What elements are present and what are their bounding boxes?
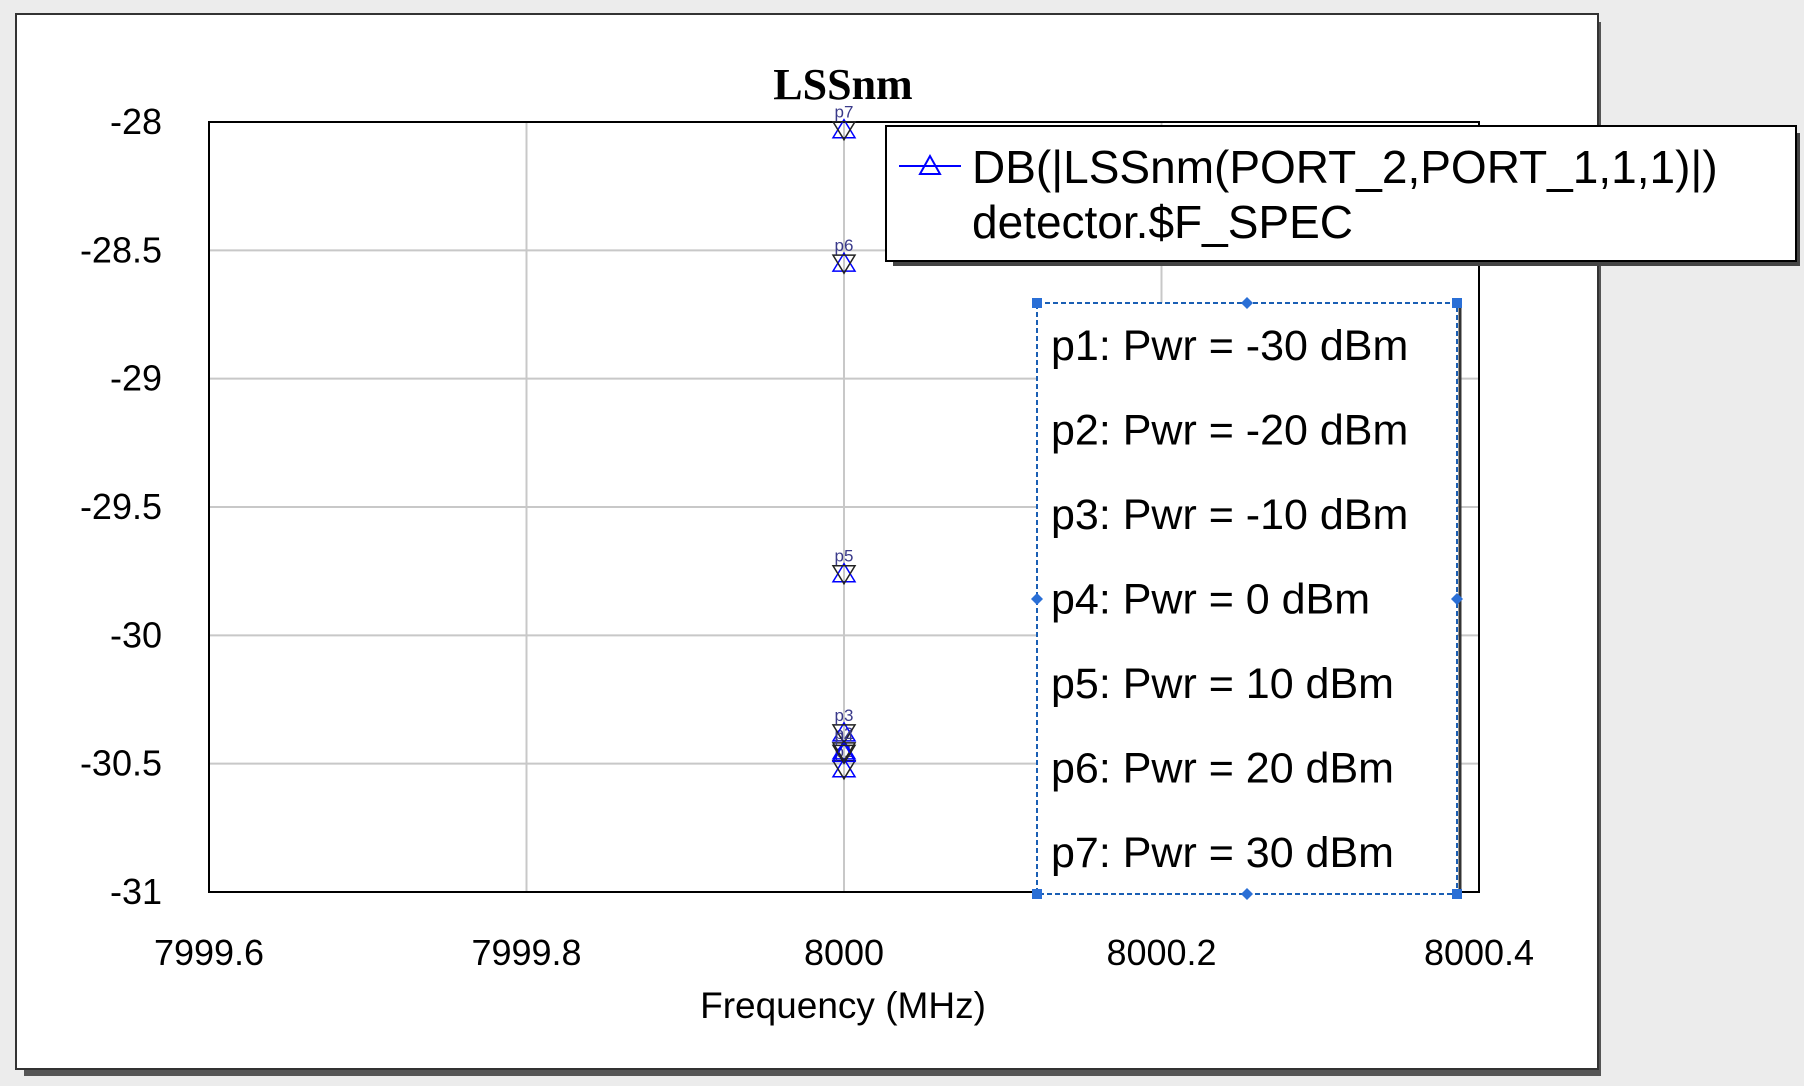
y-tick-label: -29	[110, 358, 162, 399]
legend-triangle-icon	[918, 153, 942, 175]
legend[interactable]: DB(|LSSnm(PORT_2,PORT_1,1,1)|) detector.…	[885, 125, 1800, 266]
marker-down-triangle	[831, 120, 857, 142]
x-tick-label: 7999.6	[154, 932, 264, 973]
x-axis-ticks: 7999.6 7999.8 8000 8000.2 8000.4	[154, 932, 1534, 973]
legend-series-name: DB(|LSSnm(PORT_2,PORT_1,1,1)|)	[972, 141, 1718, 193]
marker-down-triangle	[831, 254, 857, 275]
annotation-line: p5: Pwr = 10 dBm	[1051, 660, 1394, 708]
data-point-up-triangle	[831, 562, 857, 583]
marker-down-triangle	[831, 724, 857, 745]
data-point-up-triangle	[831, 741, 857, 763]
x-tick-label: 8000.4	[1424, 932, 1534, 973]
marker-annotation-box[interactable]: p1: Pwr = -30 dBm p2: Pwr = -20 dBm p3: Pw…	[1031, 297, 1463, 900]
marker-label: p6	[835, 236, 854, 255]
x-tick-label: 8000.2	[1106, 932, 1216, 973]
annotation-line: p6: Pwr = 20 dBm	[1051, 745, 1394, 793]
legend-series-name-line2: detector.$F_SPEC	[972, 196, 1353, 248]
marker-down-triangle	[831, 744, 857, 765]
x-tick-label: 8000	[804, 932, 884, 973]
annotation-line: p7: Pwr = 30 dBm	[1051, 829, 1394, 877]
data-point-up-triangle	[831, 721, 857, 742]
handle-right-mid[interactable]	[1451, 593, 1463, 605]
y-axis-ticks: -28 -28.5 -29 -29.5 -30 -30.5 -31	[80, 101, 162, 912]
x-axis-title: Frequency (MHz)	[700, 985, 986, 1026]
annotation-line: p3: Pwr = -10 dBm	[1051, 491, 1408, 539]
annotation-line: p4: Pwr = 0 dBm	[1051, 576, 1370, 624]
selection-handles	[1031, 297, 1463, 900]
annotation-line: p1: Pwr = -30 dBm	[1051, 322, 1408, 370]
marker-label: p2	[835, 724, 854, 743]
y-tick-label: -29.5	[80, 486, 162, 527]
marker-label: p5	[835, 547, 854, 566]
data-point-up-triangle	[831, 757, 857, 778]
legend-box	[885, 125, 1797, 262]
x-tick-label: 7999.8	[471, 932, 581, 973]
y-tick-label: -28.5	[80, 229, 162, 270]
annotation-line: p2: Pwr = -20 dBm	[1051, 407, 1408, 455]
annotation-lines: p1: Pwr = -30 dBm p2: Pwr = -20 dBm p3: Pw…	[1051, 322, 1408, 877]
data-point-up-triangle	[831, 739, 857, 760]
data-point-up-triangle	[831, 251, 857, 272]
chart-title: LSSnm	[773, 60, 912, 109]
handle-bottom-mid[interactable]	[1241, 888, 1253, 900]
y-tick-label: -30.5	[80, 743, 162, 784]
marker-label: p7	[835, 103, 854, 122]
handle-top-left[interactable]	[1032, 298, 1042, 308]
annotation-frame	[1036, 302, 1458, 895]
y-tick-label: -28	[110, 101, 162, 142]
marker-label: p3	[835, 706, 854, 725]
marker-down-triangle	[831, 564, 857, 586]
marker-label: p4	[835, 726, 854, 745]
handle-left-mid[interactable]	[1031, 593, 1043, 605]
data-point-up-triangle	[831, 118, 857, 139]
handle-top-right[interactable]	[1452, 298, 1462, 308]
y-tick-label: -30	[110, 614, 162, 655]
y-tick-label: -31	[110, 871, 162, 912]
handle-bottom-right[interactable]	[1452, 889, 1462, 899]
handle-top-mid[interactable]	[1241, 297, 1253, 309]
handle-bottom-left[interactable]	[1032, 889, 1042, 899]
